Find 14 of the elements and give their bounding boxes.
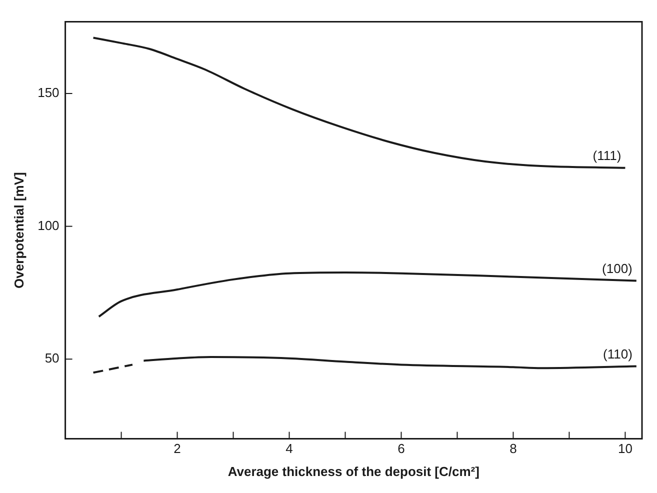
y-tick-label: 100 [38, 218, 60, 233]
series-label: (100) [602, 260, 632, 276]
x-axis-title: Average thickness of the deposit [C/cm²] [228, 464, 480, 479]
x-tick-label: 10 [618, 441, 632, 456]
series-label: (110) [603, 346, 632, 362]
x-tick-label: 6 [398, 441, 405, 456]
line-series [92, 36, 626, 169]
y-axis-title: Overpotential [mV] [11, 172, 26, 288]
x-tick-label: 2 [174, 441, 181, 456]
y-tick-label: 150 [38, 85, 60, 100]
x-tick-label: 8 [510, 441, 517, 456]
y-tick-label: 50 [44, 350, 60, 366]
x-tick-label: 4 [286, 441, 293, 456]
series-label: (111) [592, 148, 622, 163]
